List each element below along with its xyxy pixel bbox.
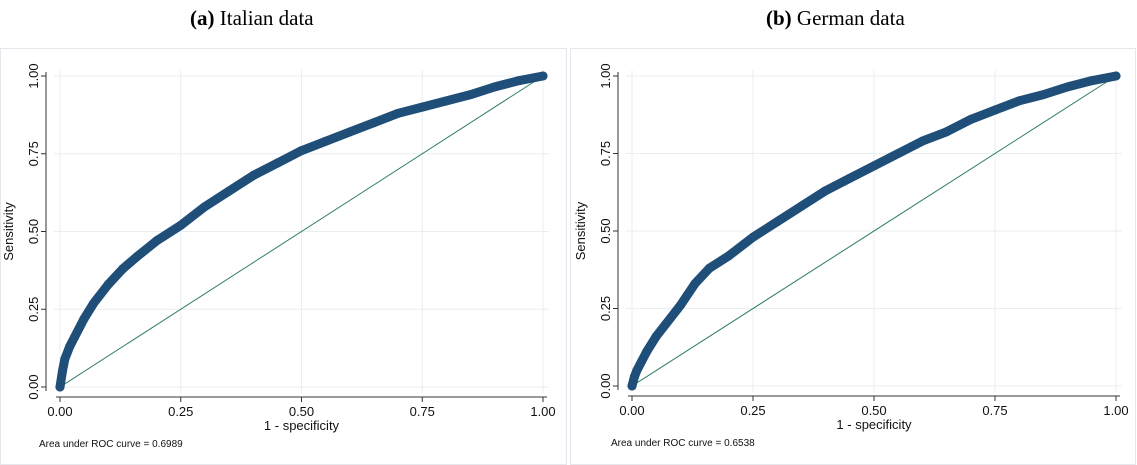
reference-line [631, 75, 1117, 387]
chart-panel-a: 0.00 0.25 0.50 0.75 1.00 0.00 0.25 0.50 0.75 1.00… [0, 48, 567, 465]
roc-curve-point [637, 356, 647, 366]
roc-curve-point [60, 354, 70, 364]
roc-curve-point [772, 217, 782, 227]
roc-curve-point [845, 173, 855, 183]
roc-curve-point [748, 232, 758, 242]
roc-curve-point [57, 366, 67, 376]
roc-curve-point [690, 279, 700, 289]
y-tick-label: 0.50 [598, 218, 613, 243]
roc-curve-point [393, 108, 403, 118]
roc-curve-point [89, 298, 99, 308]
y-tick-label: 0.25 [26, 297, 41, 322]
roc-curve-point [538, 71, 548, 81]
roc-curve-point [704, 263, 714, 273]
roc-curve-point [224, 186, 234, 196]
y-axis-title: Sensitivity [1, 202, 16, 261]
roc-curve-point [272, 158, 282, 168]
roc-curve-point [661, 319, 671, 329]
roc-curve-point [1038, 90, 1048, 100]
roc-curve-point [65, 342, 75, 352]
roc-curve-point [69, 332, 79, 342]
roc-curve-point [942, 127, 952, 137]
panel-b-title: (b) German data [766, 6, 905, 31]
roc-curve-point [724, 251, 734, 261]
y-tick-label: 1.00 [598, 63, 613, 88]
roc-curve-point [345, 127, 355, 137]
x-tick-label: 0.50 [289, 404, 314, 419]
auc-note: Area under ROC curve = 0.6989 [39, 439, 183, 450]
reference-line [59, 75, 544, 388]
y-tick-label: 0.00 [26, 374, 41, 399]
x-axis-title: 1 - specificity [836, 417, 912, 432]
roc-curve-point [466, 90, 476, 100]
panel-b-name: German data [796, 6, 905, 30]
roc-curve-point [152, 236, 162, 246]
roc-curve-point [514, 76, 524, 86]
panel-a-name: Italian data [219, 6, 314, 30]
roc-curve-point [796, 201, 806, 211]
auc-note: Area under ROC curve = 0.6538 [611, 438, 755, 449]
y-tick-label: 0.25 [598, 296, 613, 321]
roc-curve-point [200, 202, 210, 212]
roc-curve-point [642, 347, 652, 357]
y-tick-label: 0.75 [26, 141, 41, 166]
roc-curve-point [248, 171, 258, 181]
x-tick-label: 0.00 [47, 404, 72, 419]
x-tick-label: 0.00 [619, 403, 644, 418]
roc-curve-point [1014, 96, 1024, 106]
roc-curve-point [627, 381, 637, 391]
roc-curve-point [869, 161, 879, 171]
x-tick-label: 0.25 [168, 404, 193, 419]
roc-curve-point [490, 82, 500, 92]
roc-curve-point [990, 105, 1000, 115]
roc-curve-point [893, 149, 903, 158]
roc-curve-point [79, 314, 89, 324]
panel-a-letter: (a) [190, 6, 215, 30]
roc-curve-point [1087, 76, 1097, 86]
roc-curve-point [132, 251, 142, 261]
roc-chart-a: 0.00 0.25 0.50 0.75 1.00 0.00 0.25 0.50 0.75 1.00… [1, 63, 556, 450]
roc-curve-point [321, 136, 331, 146]
x-tick-label: 1.00 [530, 404, 555, 419]
y-tick-label: 0.75 [598, 141, 613, 166]
roc-curve-point [441, 96, 451, 106]
x-axis-title: 1 - specificity [264, 418, 340, 433]
roc-curve-point [651, 331, 661, 341]
y-tick-label: 0.50 [26, 219, 41, 244]
y-tick-label: 1.00 [26, 63, 41, 88]
roc-curve-point [1063, 82, 1073, 92]
roc-curve-point [966, 114, 976, 124]
roc-curve-point [176, 220, 186, 230]
x-tick-label: 0.50 [861, 403, 886, 418]
roc-curve-point [55, 382, 65, 392]
roc-curve-point [917, 136, 927, 146]
roc-curve-point [369, 118, 379, 128]
panel-a-title: (a) Italian data [190, 6, 314, 31]
x-tick-label: 1.00 [1103, 403, 1128, 418]
panel-b-letter: (b) [766, 6, 792, 30]
roc-curve-point [1111, 71, 1121, 81]
roc-chart-b: 0.00 0.25 0.50 0.75 1.00 0.00 0.25 0.50 0.75 1.00… [573, 63, 1129, 449]
roc-curve-point [118, 264, 128, 274]
roc-curve-point [417, 102, 427, 112]
roc-curve-point [297, 146, 306, 156]
x-tick-label: 0.75 [982, 403, 1007, 418]
y-tick-label: 0.00 [598, 373, 613, 398]
chart-panel-b: 0.00 0.25 0.50 0.75 1.00 0.00 0.25 0.50 0.75 1.00… [570, 48, 1136, 465]
roc-curve-point [675, 300, 685, 310]
x-tick-label: 0.25 [740, 403, 765, 418]
roc-curve-point [821, 186, 831, 196]
x-tick-label: 0.75 [410, 404, 435, 419]
roc-curve-point [632, 366, 642, 375]
y-axis-title: Sensitivity [573, 201, 588, 260]
roc-curve-point [103, 279, 113, 289]
